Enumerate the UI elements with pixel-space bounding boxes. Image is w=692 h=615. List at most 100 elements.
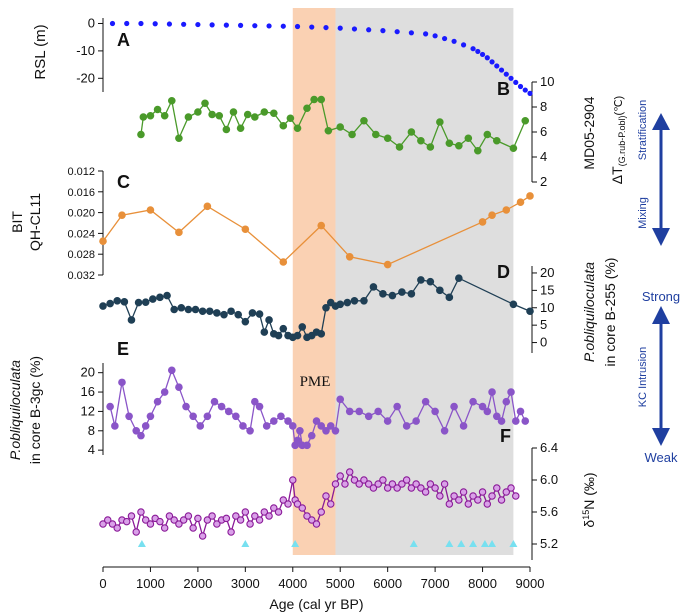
data-point-F [113,524,121,532]
data-point-E [175,383,183,392]
x-tick-label-3000: 3000 [231,576,260,591]
data-point-F [270,504,278,512]
data-point-E [364,412,373,421]
data-point-F [383,484,392,492]
data-point-A [513,79,519,86]
data-point-A [309,24,315,30]
ylabel-D-2: in core B-255 (%) [602,258,618,367]
strat-arrow-head [652,113,670,130]
data-point-B [417,136,425,145]
data-point-F [308,516,316,524]
data-point-F [222,514,231,523]
panel-E [106,366,530,450]
data-point-B [407,128,416,136]
data-point-B [310,95,318,104]
data-point-F [293,500,302,508]
data-point-D [265,316,273,324]
data-point-C [241,225,250,234]
data-point-D [127,316,136,324]
data-point-D [298,323,307,331]
data-point-E [516,407,525,416]
data-point-D [526,307,534,316]
data-point-B [279,121,288,130]
data-point-D [205,307,214,316]
data-point-F [426,480,435,488]
data-point-A [124,20,130,27]
data-point-A [266,23,272,29]
data-point-D [426,277,435,286]
weak-label: Weak [645,450,678,465]
age-control-marker-2 [291,540,300,547]
data-point-B [167,96,176,105]
data-point-A [223,22,229,28]
stratification-label: Stratification [637,100,649,161]
y-tick-label-A: -20 [76,70,95,85]
data-point-F [103,516,112,524]
data-point-E [189,412,197,421]
data-point-A [237,22,244,28]
data-point-E [374,407,382,416]
data-point-A [138,20,144,27]
data-point-E [296,426,304,435]
data-point-B [521,116,530,125]
data-point-D [369,283,378,291]
data-point-E [160,388,169,396]
data-point-C [526,192,534,200]
data-point-E [232,412,240,421]
data-point-E [312,417,321,425]
data-point-A [470,46,476,52]
data-point-F [483,500,492,508]
data-point-C [502,206,511,214]
data-point-F [303,512,311,520]
data-point-F [379,476,387,484]
ylabel-C-1: BIT [9,211,25,233]
data-point-C [488,211,496,219]
data-point-E [459,422,468,430]
kc-arrow-head-down [652,428,670,446]
data-point-E [118,378,126,387]
data-point-D [163,291,171,300]
data-point-A [181,21,187,27]
data-point-E [492,412,501,421]
data-point-B [464,134,473,143]
data-point-C [516,198,525,206]
data-point-D [170,305,178,314]
data-point-A [503,71,509,77]
data-point-B [445,139,454,148]
data-point-F [156,517,164,526]
data-point-D [234,310,243,319]
data-point-F [198,532,207,540]
data-point-B [293,124,302,133]
data-point-A [294,23,301,30]
data-point-F [165,512,174,520]
data-point-C [118,211,126,219]
data-point-F [336,472,344,480]
x-tick-label-5000: 5000 [326,576,355,591]
data-point-E [224,407,233,416]
data-point-F [184,512,193,520]
data-point-C [478,218,487,226]
y-tick-label-E: 20 [81,365,95,380]
data-point-B [372,130,380,139]
data-point-E [307,431,316,440]
data-point-F [127,512,136,520]
data-point-B [236,124,245,133]
data-point-E [137,431,145,440]
data-point-D [436,286,444,295]
axes-layer: 0 1000 2000 3000 4000 5000 6000 7000 8000 9000Age… [67,15,558,612]
data-point-F [194,514,202,523]
age-control-marker-5 [457,540,466,547]
panel-C [99,192,534,269]
data-point-A [451,38,457,44]
pme-band [292,8,336,555]
series-layer [99,20,534,547]
data-point-B [175,134,183,143]
data-point-A [498,67,505,73]
data-point-F [289,476,297,484]
ylabel-A: RSL (m) [32,24,49,79]
kc-intrusion-label: KC Intrusion [637,347,649,408]
data-point-F [421,488,430,496]
y-tick-label-C: 0.012 [67,166,95,178]
data-point-D [184,305,193,314]
data-point-F [246,520,254,528]
